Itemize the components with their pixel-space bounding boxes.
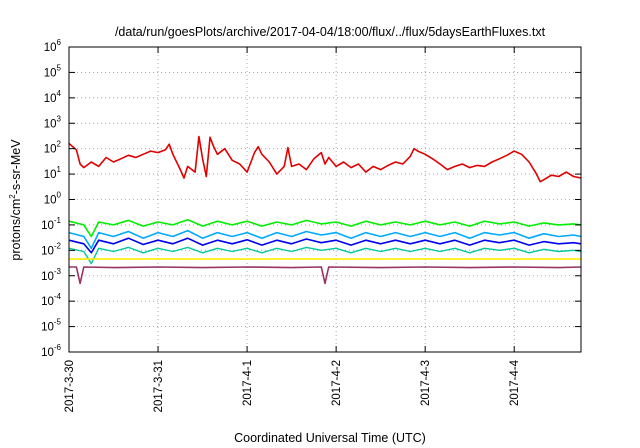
series-line-1 <box>68 135 582 183</box>
y-tick-label: 10-1 <box>41 216 61 232</box>
y-tick-label: 10-6 <box>41 343 61 359</box>
x-tick-label: 2017-4-1 <box>242 360 254 406</box>
y-tick-label: 102 <box>44 140 62 156</box>
y-tick-label: 10-5 <box>41 318 61 334</box>
y-tick-exponent: -5 <box>54 318 62 327</box>
y-tick-exponent: -4 <box>54 292 62 301</box>
y-tick-base: 10 <box>44 195 57 207</box>
x-tick-label: 2017-4-3 <box>420 360 432 406</box>
x-axis-label: Coordinated Universal Time (UTC) <box>234 431 426 445</box>
series-line-2 <box>68 218 582 238</box>
y-tick-base: 10 <box>44 144 57 156</box>
x-tick-label: 2017-4-2 <box>331 360 343 406</box>
y-tick-base: 10 <box>41 271 54 283</box>
y-tick-label: 104 <box>44 89 62 105</box>
series-line-4 <box>68 237 582 254</box>
y-tick-base: 10 <box>41 296 54 308</box>
y-axis-ticks: 10-610-510-410-310-210-11001011021031041… <box>41 38 581 359</box>
y-tick-label: 103 <box>44 114 62 130</box>
y-axis-label: protons/cm2-s-sr-MeV <box>8 139 23 261</box>
x-tick-label: 2017-3-31 <box>153 360 165 412</box>
y-tick-base: 10 <box>44 42 57 54</box>
y-tick-label: 10-4 <box>41 292 61 308</box>
grid-lines <box>68 47 581 352</box>
y-tick-exponent: 1 <box>57 165 62 174</box>
y-tick-label: 101 <box>44 165 62 181</box>
x-axis-ticks: 2017-3-30 2017-3-31 2017-4-1 2017-4-2 2017-4… <box>64 47 521 412</box>
y-tick-label: 10-3 <box>41 267 61 283</box>
y-tick-base: 10 <box>41 347 54 359</box>
series-layer <box>68 135 582 285</box>
series-line-7 <box>69 266 582 285</box>
series-line-5 <box>68 246 582 265</box>
y-tick-exponent: -3 <box>54 267 62 276</box>
series-line-3 <box>68 229 582 250</box>
y-axis-label-pre: protons/cm <box>9 199 23 261</box>
y-tick-exponent: 5 <box>57 63 62 72</box>
x-tick-label: 2017-4-4 <box>509 359 521 406</box>
y-axis-label-sup: 2 <box>8 194 17 199</box>
chart-title: /data/run/goesPlots/archive/2017-04-04/1… <box>115 25 546 39</box>
y-tick-base: 10 <box>44 169 57 181</box>
plot-area: 10-610-510-410-310-210-11001011021031041… <box>41 38 582 412</box>
y-tick-base: 10 <box>41 220 54 232</box>
y-axis-label-post: -s-sr-MeV <box>9 139 23 195</box>
y-tick-label: 105 <box>44 63 62 79</box>
y-tick-exponent: -1 <box>54 216 62 225</box>
y-tick-base: 10 <box>44 93 57 105</box>
y-tick-base: 10 <box>44 118 57 130</box>
y-tick-base: 10 <box>44 67 57 79</box>
y-tick-exponent: 0 <box>57 191 62 200</box>
y-tick-exponent: 4 <box>57 89 62 98</box>
x-tick-label: 2017-3-30 <box>64 360 76 412</box>
y-tick-label: 100 <box>44 191 62 207</box>
y-tick-exponent: -6 <box>54 343 62 352</box>
y-tick-label: 106 <box>44 38 62 54</box>
y-tick-label: 10-2 <box>41 241 61 257</box>
y-tick-exponent: 3 <box>57 114 62 123</box>
y-tick-base: 10 <box>41 322 54 334</box>
y-tick-exponent: 6 <box>57 38 62 47</box>
y-tick-exponent: -2 <box>54 241 62 250</box>
y-tick-base: 10 <box>41 245 54 257</box>
y-tick-exponent: 2 <box>57 140 62 149</box>
